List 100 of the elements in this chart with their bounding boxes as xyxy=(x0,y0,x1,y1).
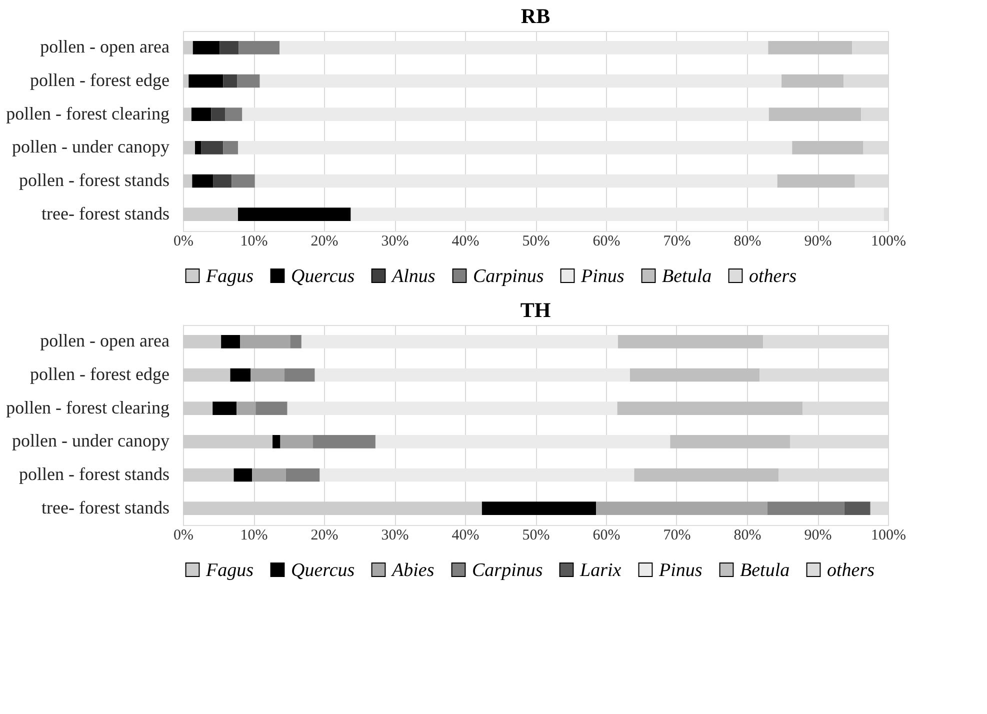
y-tick-label: pollen - under canopy xyxy=(12,136,170,157)
bar xyxy=(183,368,230,382)
x-tick-label: 30% xyxy=(381,234,409,250)
x-tick-label: 60% xyxy=(592,234,620,250)
bar xyxy=(844,502,870,515)
x-tick-label: 70% xyxy=(663,528,691,544)
bar xyxy=(260,74,782,88)
bar xyxy=(223,141,238,154)
x-tick-label: 80% xyxy=(734,234,762,250)
legend-label: Pinus xyxy=(580,266,624,287)
legend-label: Betula xyxy=(740,560,790,581)
bar xyxy=(618,335,764,348)
bar xyxy=(280,41,768,54)
chart-title: TH xyxy=(520,298,551,322)
bar xyxy=(844,74,888,88)
bar xyxy=(782,74,844,88)
bar xyxy=(183,468,234,482)
bar xyxy=(254,174,778,188)
x-tick-label: 100% xyxy=(871,528,906,544)
x-tick-label: 0% xyxy=(174,528,194,544)
legend-label: Larix xyxy=(579,560,622,581)
bar xyxy=(236,402,256,415)
bar xyxy=(183,402,213,415)
bar xyxy=(220,41,239,54)
x-tick-label: 20% xyxy=(310,234,338,250)
y-tick-label: pollen - forest edge xyxy=(30,364,170,384)
bar xyxy=(634,468,779,482)
y-tick-label: pollen - forest clearing xyxy=(6,103,170,124)
bar xyxy=(232,174,255,188)
x-tick-label: 10% xyxy=(240,528,268,544)
y-tick-label: pollen - forest clearing xyxy=(6,397,170,418)
x-tick-label: 0% xyxy=(174,234,194,250)
bar xyxy=(183,174,192,188)
legend-label: Carpinus xyxy=(472,560,543,581)
x-tick-label: 70% xyxy=(663,234,691,250)
bar xyxy=(290,335,302,348)
x-tick-label: 60% xyxy=(592,528,620,544)
bar xyxy=(225,108,242,121)
bar xyxy=(287,402,618,415)
legend-label: Abies xyxy=(390,560,434,581)
legend-label: Pinus xyxy=(658,560,702,581)
legend-label: Fagus xyxy=(205,266,254,287)
x-tick-label: 50% xyxy=(522,234,550,250)
legend-label: Carpinus xyxy=(473,266,544,287)
y-tick-label: tree- forest stands xyxy=(42,203,170,224)
bar xyxy=(854,174,888,188)
y-tick-label: pollen - forest stands xyxy=(19,170,170,190)
bar xyxy=(861,108,888,121)
bar xyxy=(301,335,618,348)
y-tick-label: tree- forest stands xyxy=(42,497,170,518)
legend-label: Fagus xyxy=(205,560,254,581)
bar xyxy=(234,468,252,482)
bar xyxy=(767,502,844,515)
bar xyxy=(183,335,222,348)
legend-label: Betula xyxy=(662,266,712,287)
x-tick-label: 40% xyxy=(452,234,480,250)
x-tick-label: 100% xyxy=(871,234,906,250)
bar xyxy=(183,41,193,54)
bar xyxy=(183,74,189,88)
bar xyxy=(192,41,220,54)
bar xyxy=(884,208,888,221)
x-tick-label: 50% xyxy=(522,528,550,544)
bar xyxy=(250,368,285,382)
bar xyxy=(191,108,212,121)
y-tick-label: pollen - open area xyxy=(40,36,170,57)
x-tick-label: 20% xyxy=(310,528,338,544)
y-tick-label: pollen - forest stands xyxy=(19,464,170,484)
y-tick-label: pollen - under canopy xyxy=(12,430,170,451)
bar xyxy=(252,468,286,482)
bar xyxy=(183,208,238,221)
x-tick-label: 30% xyxy=(381,528,409,544)
bar xyxy=(183,502,482,515)
bar xyxy=(256,402,288,415)
x-tick-label: 90% xyxy=(804,234,832,250)
legend-label: Alnus xyxy=(390,266,436,287)
bar xyxy=(238,141,792,154)
y-tick-label: pollen - forest edge xyxy=(30,70,170,90)
bar xyxy=(792,141,864,154)
bar xyxy=(237,74,260,88)
bar xyxy=(314,368,630,382)
bar xyxy=(213,174,232,188)
bar xyxy=(188,74,224,88)
y-tick-label: pollen - open area xyxy=(40,330,170,351)
bar xyxy=(211,108,226,121)
bar xyxy=(183,435,273,448)
bar xyxy=(183,108,192,121)
bar xyxy=(870,502,888,515)
bar xyxy=(617,402,803,415)
bar xyxy=(312,435,376,448)
bar xyxy=(240,335,290,348)
bar xyxy=(482,502,596,515)
bar xyxy=(212,402,237,415)
bar xyxy=(768,41,852,54)
bar xyxy=(221,335,240,348)
bar xyxy=(192,174,214,188)
x-tick-label: 90% xyxy=(804,528,832,544)
bar xyxy=(183,141,195,154)
bar xyxy=(350,208,884,221)
bar xyxy=(670,435,790,448)
bar xyxy=(777,174,855,188)
